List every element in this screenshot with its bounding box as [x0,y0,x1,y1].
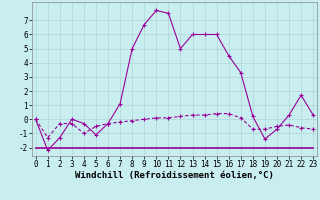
X-axis label: Windchill (Refroidissement éolien,°C): Windchill (Refroidissement éolien,°C) [75,171,274,180]
